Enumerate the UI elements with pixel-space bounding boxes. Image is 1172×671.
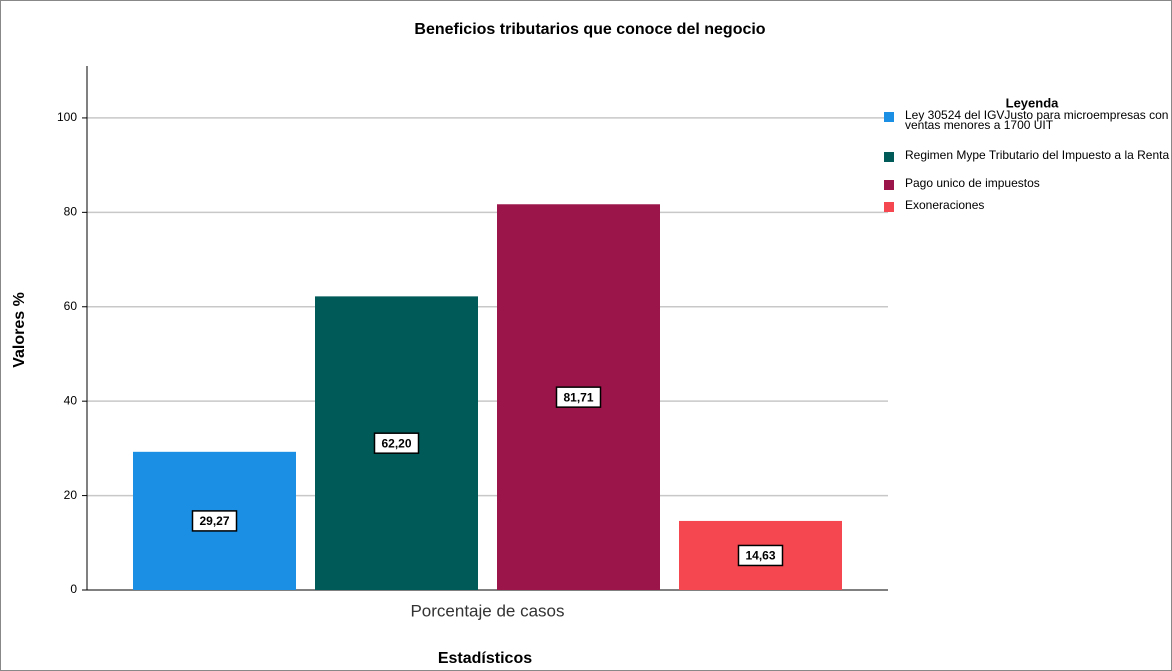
data-label: 62,20 [381, 436, 411, 450]
chart-title: Beneficios tributarios que conoce del ne… [414, 21, 765, 38]
y-tick-label: 40 [64, 393, 78, 407]
legend-title: Leyenda [1006, 95, 1060, 110]
legend-label: Pago unico de impuestos [905, 176, 1040, 190]
data-label: 29,27 [199, 514, 229, 528]
legend-label: Regimen Mype Tributario del Impuesto a l… [905, 148, 1170, 162]
y-tick-label: 100 [57, 110, 77, 124]
legend-label: Exoneraciones [905, 198, 985, 212]
legend-label: Ley 30524 del IGVJusto para microempresa… [905, 108, 1169, 132]
legend-swatch [884, 152, 894, 162]
data-label-box [191, 510, 238, 532]
data-label: 81,71 [563, 390, 593, 404]
x-axis-label: Estadísticos [438, 650, 532, 667]
data-label-box [737, 544, 784, 567]
data-label-box [555, 386, 602, 408]
y-tick-label: 80 [64, 205, 78, 219]
y-tick-label: 0 [70, 582, 77, 596]
legend-swatch [884, 180, 894, 190]
legend-swatch [884, 202, 894, 212]
y-axis-label: Valores % [11, 292, 28, 368]
data-label: 14,63 [745, 549, 775, 563]
legend-swatch [884, 112, 894, 122]
x-tick-label: Porcentaje de casos [410, 601, 564, 620]
y-tick-label: 60 [64, 299, 78, 313]
y-tick-label: 20 [64, 488, 78, 502]
data-label-box [373, 432, 420, 454]
